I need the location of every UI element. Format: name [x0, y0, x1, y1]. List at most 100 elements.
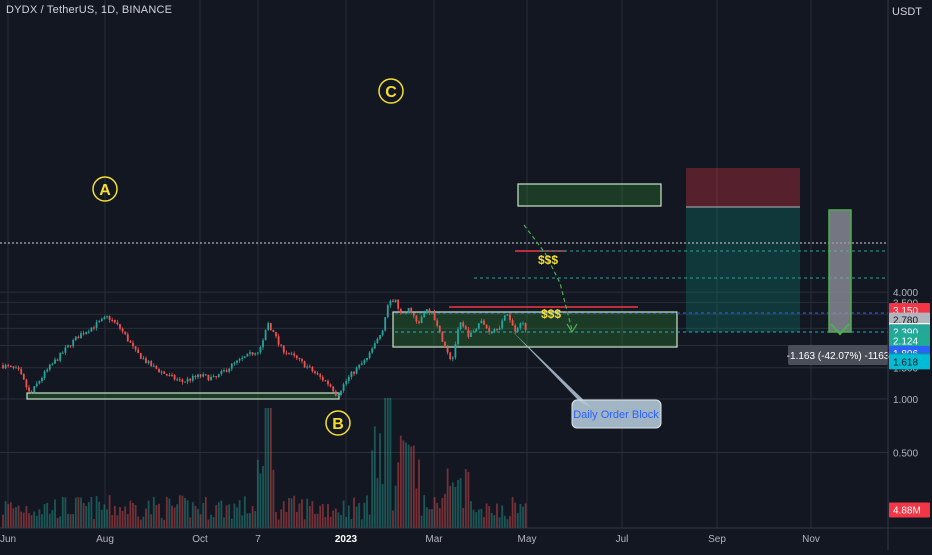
- candle-body: [69, 345, 72, 347]
- candle-body: [82, 333, 85, 335]
- x-tick-label: Sep: [708, 534, 726, 545]
- volume-bar: [389, 398, 392, 528]
- volume-bar: [90, 497, 93, 528]
- volume-bar: [340, 515, 342, 528]
- volume-bar: [256, 459, 259, 528]
- volume-bar: [392, 510, 394, 528]
- candle-body: [43, 371, 46, 378]
- candle-body: [441, 331, 444, 342]
- volume-bar: [4, 501, 7, 528]
- range-low-box[interactable]: [26, 392, 340, 400]
- volume-bar: [74, 497, 77, 528]
- candle-body: [423, 312, 426, 318]
- volume-bar: [150, 514, 153, 528]
- candle-body: [314, 371, 316, 374]
- svg-text:4.88M: 4.88M: [893, 506, 921, 517]
- candle-body: [340, 390, 342, 396]
- volume-bar: [319, 505, 322, 528]
- candle-body: [197, 374, 199, 378]
- volume-bar: [334, 508, 337, 528]
- candle-body: [163, 371, 166, 374]
- measure-bar[interactable]: [828, 209, 852, 333]
- candle-body: [145, 358, 147, 363]
- volume-bar: [100, 509, 103, 528]
- candle-body: [132, 342, 134, 347]
- volume-bar: [178, 495, 181, 528]
- volume-bar: [475, 512, 478, 528]
- volume-bar: [48, 513, 51, 528]
- candle-body: [428, 309, 431, 313]
- candle-body: [223, 370, 225, 372]
- candle-body: [152, 365, 155, 367]
- volume-bar: [272, 469, 275, 528]
- liquidity-marker-1: $$$: [538, 253, 558, 267]
- volume-bar: [353, 497, 355, 528]
- volume-bar: [142, 516, 145, 528]
- candle-body: [293, 353, 296, 356]
- volume-bar: [410, 446, 413, 528]
- volume-bar: [243, 496, 246, 528]
- volume-bar: [524, 503, 527, 528]
- candle-body: [264, 329, 267, 341]
- candle-body: [150, 361, 153, 367]
- candle-body: [412, 312, 415, 316]
- candle-body: [363, 360, 366, 364]
- candle-body: [519, 323, 522, 329]
- volume-bar: [293, 495, 296, 528]
- volume-bar: [80, 497, 82, 528]
- volume-bar: [106, 509, 108, 528]
- callout-box[interactable]: [571, 399, 662, 429]
- candle-body: [438, 325, 441, 332]
- candle-body: [301, 359, 303, 362]
- candle-body: [407, 308, 410, 313]
- candle-body: [454, 344, 457, 358]
- price-tag: 2.124: [889, 333, 930, 349]
- candle-body: [90, 327, 93, 332]
- candle-body: [212, 376, 215, 378]
- volume-bar: [171, 505, 173, 528]
- candle-body: [415, 315, 418, 322]
- candle-body: [9, 365, 12, 367]
- candle-body: [472, 331, 475, 333]
- candle-body: [373, 343, 376, 349]
- order-block-box[interactable]: [392, 311, 678, 348]
- candle-body: [155, 365, 158, 369]
- candle-body: [15, 367, 17, 369]
- volume-bar: [238, 500, 241, 528]
- wave-label-b: B: [325, 410, 351, 436]
- candle-body: [241, 357, 244, 359]
- volume-bar: [290, 498, 293, 528]
- candle-body: [178, 379, 181, 381]
- candle-body: [256, 352, 259, 354]
- projection-path: [523, 224, 573, 331]
- candle-body: [12, 366, 15, 368]
- x-tick-label: 7: [255, 534, 261, 545]
- x-tick-label: Oct: [192, 534, 208, 545]
- volume-bar: [379, 433, 381, 528]
- y-tick-label: 0.500: [893, 448, 918, 459]
- candle-body: [124, 331, 127, 335]
- volume-bar: [33, 511, 36, 528]
- candle-body: [134, 346, 137, 350]
- volume-bar: [277, 519, 280, 528]
- candle-body: [158, 368, 160, 373]
- volume-bar: [316, 513, 319, 528]
- resistance-box[interactable]: [517, 183, 662, 207]
- volume-bar: [197, 509, 199, 528]
- volume-bar: [108, 495, 111, 528]
- candle-body: [116, 322, 119, 325]
- candle-body: [254, 353, 257, 355]
- candle-body: [514, 325, 517, 332]
- volume-bar: [285, 512, 288, 528]
- volume-bar: [189, 517, 192, 528]
- candle-body: [303, 361, 306, 368]
- candle-body: [38, 381, 41, 384]
- volume-bar: [25, 506, 28, 528]
- svg-text:A: A: [99, 182, 111, 199]
- candle-body: [332, 386, 335, 392]
- volume-bar: [17, 505, 20, 528]
- volume-bar: [423, 495, 426, 528]
- candle-body: [93, 327, 95, 329]
